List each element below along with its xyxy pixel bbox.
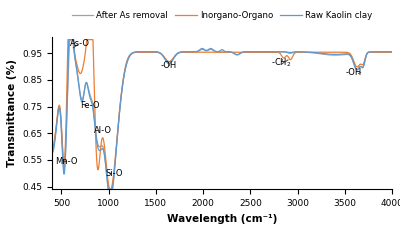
Inorgano-Organo <box>107 188 112 191</box>
Legend: After As removal, Inorgano-Organo, Raw Kaolin clay: After As removal, Inorgano-Organo, Raw K… <box>68 8 376 24</box>
Text: Fe-O: Fe-O <box>80 101 99 110</box>
Raw Kaolin clay <box>285 51 290 53</box>
After As removal <box>90 102 95 105</box>
Line: After As removal: After As removal <box>52 40 392 189</box>
Raw Kaolin clay <box>106 188 111 191</box>
Text: -CH$_2$: -CH$_2$ <box>271 57 292 69</box>
Raw Kaolin clay <box>390 50 394 53</box>
Line: Raw Kaolin clay: Raw Kaolin clay <box>52 40 392 189</box>
Y-axis label: Transmittance (%): Transmittance (%) <box>6 59 16 167</box>
Inorgano-Organo <box>156 51 160 54</box>
Inorgano-Organo <box>90 38 95 41</box>
Line: Inorgano-Organo: Inorgano-Organo <box>52 40 392 189</box>
Raw Kaolin clay <box>156 51 160 53</box>
Inorgano-Organo <box>390 51 394 54</box>
Inorgano-Organo <box>71 40 76 42</box>
Inorgano-Organo <box>312 51 317 54</box>
After As removal <box>50 149 54 152</box>
Inorgano-Organo <box>50 147 54 150</box>
After As removal <box>67 38 72 41</box>
Text: -OH: -OH <box>161 61 177 70</box>
Raw Kaolin clay <box>90 105 95 107</box>
Inorgano-Organo <box>90 39 95 41</box>
Text: Si-O: Si-O <box>105 169 123 178</box>
Text: Mn-O: Mn-O <box>56 157 78 166</box>
Raw Kaolin clay <box>312 51 317 54</box>
Inorgano-Organo <box>66 38 70 41</box>
After As removal <box>312 52 317 55</box>
After As removal <box>390 51 394 53</box>
After As removal <box>90 105 95 108</box>
Text: -OH: -OH <box>346 68 362 77</box>
Inorgano-Organo <box>285 54 290 57</box>
Raw Kaolin clay <box>90 108 95 110</box>
After As removal <box>71 46 76 49</box>
Text: Al-O: Al-O <box>94 126 112 135</box>
X-axis label: Wavelength (cm⁻¹): Wavelength (cm⁻¹) <box>167 214 277 224</box>
After As removal <box>156 51 160 54</box>
Raw Kaolin clay <box>66 38 71 41</box>
Raw Kaolin clay <box>50 152 54 155</box>
After As removal <box>106 188 111 191</box>
Raw Kaolin clay <box>71 38 76 41</box>
After As removal <box>285 51 290 54</box>
Text: As-O: As-O <box>70 39 90 48</box>
